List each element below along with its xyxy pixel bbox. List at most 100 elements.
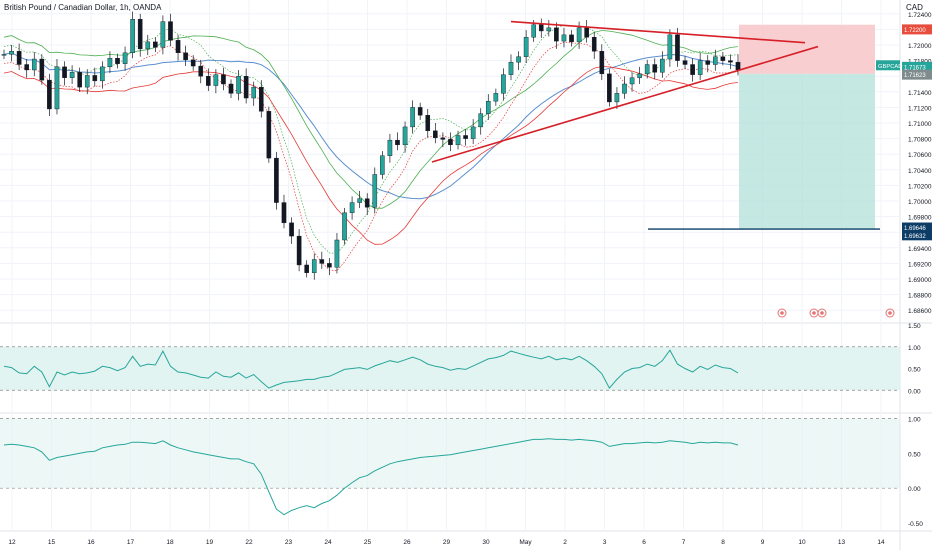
date-tick-label: 2 xyxy=(563,539,567,546)
price-label-badge xyxy=(902,24,932,35)
date-tick-label: 24 xyxy=(324,539,332,546)
osc2-tick-label: 0.50 xyxy=(908,451,921,458)
candle-body xyxy=(569,34,574,43)
symbol-badge xyxy=(876,60,900,71)
price-label-text: 1.71673 xyxy=(904,65,926,71)
candle-body xyxy=(523,37,529,57)
candle-body xyxy=(364,198,370,208)
date-tick-label: 30 xyxy=(482,539,490,546)
candle-body xyxy=(675,34,680,61)
price-tick-label: 1.69000 xyxy=(908,277,932,284)
ma-line-blue xyxy=(3,52,739,200)
currency-label: CAD xyxy=(906,3,923,12)
price-label-badge xyxy=(902,61,932,72)
date-tick-label: 14 xyxy=(877,539,885,546)
price-label-badge xyxy=(902,69,932,80)
candle-body xyxy=(425,114,431,131)
candle-body xyxy=(175,40,181,53)
candle-body xyxy=(100,66,105,82)
candle-body xyxy=(584,27,589,38)
candle-body xyxy=(395,139,400,146)
candle-body xyxy=(652,64,658,73)
candle-body xyxy=(357,198,362,203)
candle-body xyxy=(372,174,378,208)
candle-body xyxy=(402,126,408,146)
osc1-tick-label: 0.50 xyxy=(908,367,921,374)
date-tick-label: 6 xyxy=(642,539,646,546)
price-label-badge xyxy=(902,222,932,233)
candle-body xyxy=(342,212,347,241)
candle-body xyxy=(417,107,423,116)
candle-body xyxy=(349,202,355,213)
candle-body xyxy=(115,58,120,64)
candle-body xyxy=(705,60,711,65)
price-tick-label: 1.68800 xyxy=(908,293,932,300)
price-tick-label: 1.68600 xyxy=(908,308,932,315)
candle-body xyxy=(440,137,446,140)
candle-body xyxy=(380,155,385,175)
candle-body xyxy=(599,51,605,75)
osc1-tick-label: 1.50 xyxy=(908,323,921,330)
date-tick-label: 13 xyxy=(838,539,846,546)
candle-body xyxy=(198,65,204,77)
candle-body xyxy=(614,93,620,103)
date-tick-label: 9 xyxy=(761,539,765,546)
candle-body xyxy=(463,135,468,139)
candle-body xyxy=(712,56,718,65)
price-tick-label: 1.70800 xyxy=(908,137,932,144)
event-marker-dot xyxy=(780,311,784,315)
date-tick-label: 16 xyxy=(87,539,95,546)
candle-body xyxy=(591,37,597,52)
candle-body xyxy=(554,27,559,42)
candle-body xyxy=(221,74,226,85)
candle-body xyxy=(296,235,302,266)
price-tick-label: 1.71000 xyxy=(908,121,932,128)
chart-title: British Pound / Canadian Dollar, 1h, OAN… xyxy=(4,3,162,12)
candle-body xyxy=(122,52,128,64)
trendline-upper xyxy=(510,20,806,44)
candle-body xyxy=(327,263,332,268)
candle-body xyxy=(410,107,415,128)
candle-body xyxy=(629,77,635,85)
price-label-text: 1.72200 xyxy=(904,28,926,34)
candle-body xyxy=(258,86,264,112)
candle-body xyxy=(274,157,279,203)
price-tick-label: 1.70400 xyxy=(908,168,932,175)
candle-body xyxy=(735,61,741,71)
date-tick-label: 19 xyxy=(206,539,214,546)
candle-body xyxy=(644,64,650,75)
price-tick-label: 1.72400 xyxy=(908,12,932,19)
candle-body xyxy=(516,56,521,63)
candle-body xyxy=(720,56,726,61)
candle-body xyxy=(160,21,166,48)
osc2-tick-label: -0.50 xyxy=(908,521,923,528)
candle-body xyxy=(183,52,188,61)
candle-body xyxy=(538,24,544,32)
date-tick-label: 18 xyxy=(166,539,174,546)
candle-body xyxy=(228,83,234,94)
event-marker-dot xyxy=(820,311,824,315)
date-tick-label: 22 xyxy=(245,539,253,546)
osc1-band-fill xyxy=(0,346,900,391)
candle-body xyxy=(84,75,90,88)
candle-body xyxy=(697,60,703,75)
date-tick-label: 12 xyxy=(8,539,16,546)
candle-body xyxy=(31,58,37,71)
candle-body xyxy=(9,51,14,55)
osc2-tick-label: 0.00 xyxy=(908,486,921,493)
candle-body xyxy=(190,59,196,67)
candle-body xyxy=(682,60,688,65)
upper-band-dotted xyxy=(3,24,739,254)
price-tick-label: 1.69400 xyxy=(908,246,932,253)
candle-body xyxy=(501,74,506,94)
candle-body xyxy=(16,51,22,65)
osc1-tick-label: 1.00 xyxy=(908,345,921,352)
date-tick-label: 15 xyxy=(48,539,56,546)
candle-body xyxy=(508,61,514,75)
candle-body xyxy=(485,100,491,114)
trendline-lower xyxy=(431,45,819,163)
price-label-text: 1.69632 xyxy=(904,234,926,240)
candle-body xyxy=(92,75,98,82)
